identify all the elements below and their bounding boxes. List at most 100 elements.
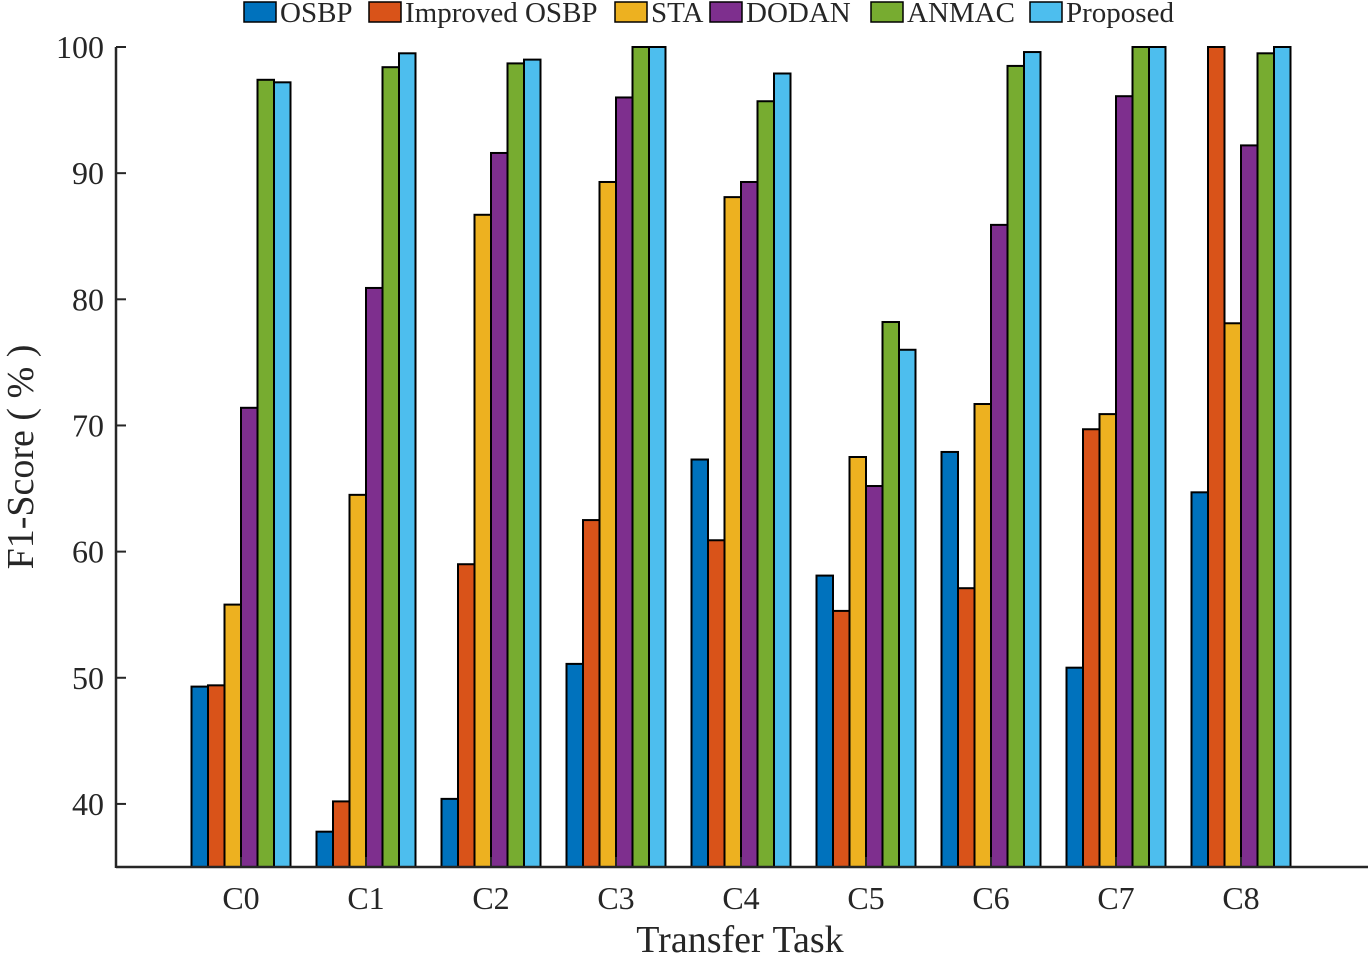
bar-group-c1 bbox=[315, 52, 417, 869]
x-tick-label: C7 bbox=[1097, 880, 1134, 916]
bar-dodan-c8 bbox=[1240, 144, 1259, 868]
bar-anmac-c6 bbox=[1006, 64, 1025, 868]
bar-proposed-c3 bbox=[648, 46, 667, 868]
bar-improved-osbp-c3 bbox=[582, 519, 601, 868]
bar-improved-osbp-c2 bbox=[457, 563, 476, 868]
bar-improved-osbp-c6 bbox=[957, 587, 976, 868]
bar-sta-c8 bbox=[1223, 322, 1242, 868]
bar-group-c5 bbox=[815, 321, 917, 869]
y-ticks: 40 50 60 70 80 90 100 bbox=[56, 29, 126, 822]
bar-improved-osbp-c5 bbox=[832, 609, 851, 869]
legend-item-sta: STA bbox=[614, 0, 704, 29]
bar-dodan-c5 bbox=[865, 485, 884, 868]
bar-anmac-c8 bbox=[1256, 52, 1275, 869]
bar-anmac-c3 bbox=[631, 46, 650, 868]
bar-sta-c1 bbox=[348, 493, 367, 868]
bar-sta-c5 bbox=[848, 456, 867, 868]
legend-swatch bbox=[614, 1, 648, 23]
bar-dodan-c1 bbox=[365, 286, 384, 868]
bar-proposed-c8 bbox=[1273, 46, 1292, 868]
bar-group-c0 bbox=[190, 78, 292, 869]
bar-dodan-c2 bbox=[490, 151, 509, 868]
bar-improved-osbp-c4 bbox=[707, 539, 726, 868]
bar-osbp-c5 bbox=[815, 574, 834, 868]
bar-dodan-c4 bbox=[740, 180, 759, 868]
legend-label: STA bbox=[651, 0, 704, 29]
bar-anmac-c0 bbox=[256, 78, 275, 869]
bar-proposed-c7 bbox=[1148, 46, 1167, 868]
y-tick-label: 100 bbox=[56, 29, 104, 65]
bar-groups bbox=[190, 46, 1292, 869]
legend-swatch bbox=[709, 1, 743, 23]
bar-improved-osbp-c0 bbox=[207, 684, 226, 868]
legend-label: Proposed bbox=[1066, 0, 1174, 29]
legend-swatch bbox=[870, 1, 904, 23]
legend-label: ANMAC bbox=[907, 0, 1015, 29]
x-tick-label: C5 bbox=[847, 880, 884, 916]
bar-proposed-c6 bbox=[1023, 51, 1042, 869]
bar-sta-c3 bbox=[598, 180, 617, 868]
bar-group-c7 bbox=[1065, 46, 1167, 869]
x-ticks: C0 C1 C2 C3 C4 C5 C6 C7 C8 bbox=[222, 857, 1260, 916]
bar-group-c8 bbox=[1190, 46, 1292, 869]
bar-anmac-c7 bbox=[1131, 46, 1150, 868]
y-tick-label: 50 bbox=[72, 660, 104, 696]
bar-dodan-c7 bbox=[1115, 95, 1134, 868]
legend-item-anmac: ANMAC bbox=[870, 0, 1015, 29]
bar-sta-c7 bbox=[1098, 413, 1117, 868]
bar-osbp-c6 bbox=[940, 450, 959, 868]
bar-proposed-c0 bbox=[273, 81, 292, 869]
bar-proposed-c5 bbox=[898, 348, 917, 868]
bar-group-c2 bbox=[440, 58, 542, 869]
legend-item-dodan: DODAN bbox=[709, 0, 851, 29]
bar-osbp-c0 bbox=[190, 685, 209, 868]
y-tick-label: 90 bbox=[72, 155, 104, 191]
bar-improved-osbp-c7 bbox=[1082, 428, 1101, 868]
bar-anmac-c5 bbox=[881, 321, 900, 868]
bar-sta-c2 bbox=[473, 213, 492, 869]
legend-item-proposed: Proposed bbox=[1029, 0, 1174, 29]
x-tick-label: C6 bbox=[972, 880, 1009, 916]
x-tick-label: C0 bbox=[222, 880, 259, 916]
bar-group-c3 bbox=[565, 46, 667, 869]
bar-proposed-c4 bbox=[773, 72, 792, 868]
bar-osbp-c7 bbox=[1065, 666, 1084, 869]
legend-swatch bbox=[368, 1, 402, 23]
legend-label: OSBP bbox=[280, 0, 353, 29]
y-tick-label: 70 bbox=[72, 407, 104, 443]
axes: 40 50 60 70 80 90 100 C0 C1 C2 C3 C4 C5 C6 C7 C8 bbox=[56, 29, 1368, 916]
bar-sta-c6 bbox=[973, 403, 992, 868]
y-tick-label: 40 bbox=[72, 786, 104, 822]
bar-osbp-c4 bbox=[690, 458, 709, 868]
bar-group-c6 bbox=[940, 51, 1042, 869]
x-tick-label: C3 bbox=[597, 880, 634, 916]
y-axis-title: F1-Score ( % ) bbox=[0, 345, 42, 570]
bar-proposed-c2 bbox=[523, 58, 542, 869]
bar-dodan-c6 bbox=[990, 223, 1009, 868]
bar-improved-osbp-c8 bbox=[1207, 46, 1226, 868]
legend-swatch bbox=[243, 1, 277, 23]
bar-dodan-c3 bbox=[615, 96, 634, 868]
legend-swatch bbox=[1029, 1, 1063, 23]
bar-osbp-c2 bbox=[440, 797, 459, 869]
x-tick-label: C8 bbox=[1222, 880, 1259, 916]
bar-anmac-c1 bbox=[381, 66, 400, 868]
x-tick-label: C1 bbox=[347, 880, 384, 916]
bar-group-c4 bbox=[690, 72, 792, 869]
bar-dodan-c0 bbox=[240, 406, 259, 868]
legend-item-improved-osbp: Improved OSBP bbox=[368, 0, 598, 29]
bar-sta-c0 bbox=[223, 603, 242, 868]
bar-osbp-c1 bbox=[315, 830, 334, 869]
legend: OSBP Improved OSBP STA DODAN ANMAC Proposed bbox=[243, 0, 1174, 29]
legend-item-osbp: OSBP bbox=[243, 0, 353, 29]
x-axis-title: Transfer Task bbox=[636, 919, 843, 955]
legend-label: Improved OSBP bbox=[405, 0, 598, 29]
bar-anmac-c2 bbox=[506, 62, 525, 868]
x-tick-label: C2 bbox=[472, 880, 509, 916]
x-tick-label: C4 bbox=[722, 880, 759, 916]
bar-proposed-c1 bbox=[398, 52, 417, 869]
bar-anmac-c4 bbox=[756, 100, 775, 868]
bar-sta-c4 bbox=[723, 196, 742, 869]
